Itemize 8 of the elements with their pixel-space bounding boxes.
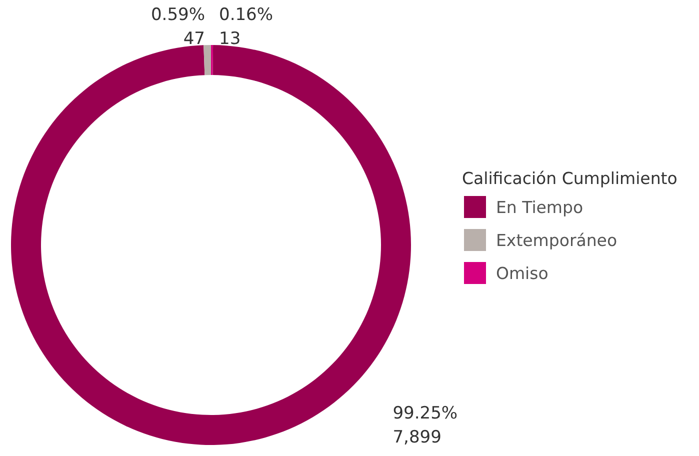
data-label: 0.16% 13 <box>219 5 274 49</box>
data-label: 99.25% 7,899 <box>392 404 458 448</box>
data-label: 0.59% 47 <box>150 5 205 49</box>
legend-title: Calificación Cumplimiento <box>462 169 678 188</box>
donut-slice <box>204 45 211 76</box>
legend-label: En Tiempo <box>496 198 584 217</box>
legend-label: Omiso <box>496 264 548 283</box>
legend-label: Extemporáneo <box>496 231 618 250</box>
